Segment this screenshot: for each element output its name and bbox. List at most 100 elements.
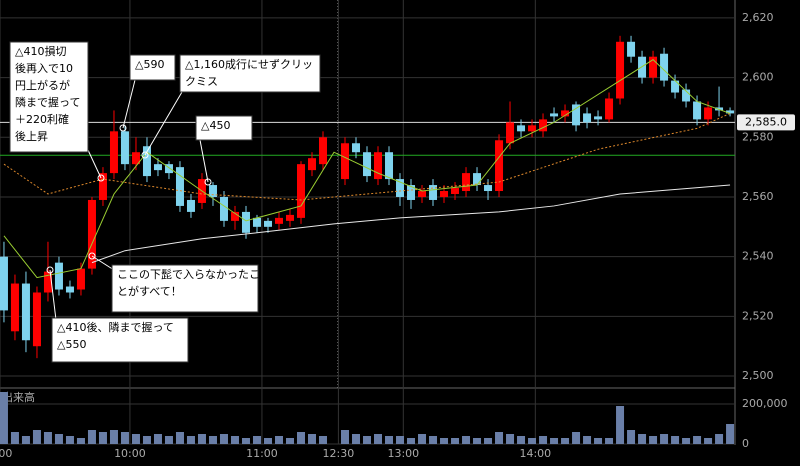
candle-body [208, 185, 217, 197]
volume-bar [131, 434, 140, 444]
moving-average [3, 59, 731, 279]
candle-body [704, 107, 713, 120]
candle-body [43, 271, 52, 293]
candle-body [451, 188, 460, 194]
price-label: 2,585.0 [745, 115, 787, 128]
annotation-box [195, 115, 253, 141]
annotation-box [179, 54, 321, 93]
candle-body [429, 185, 438, 200]
volume-bar [671, 436, 680, 444]
volume-bar [594, 438, 603, 444]
candle-body [605, 98, 614, 120]
volume-bar [43, 432, 52, 444]
volume-bar [484, 438, 493, 444]
y-tick-label: 2,540 [742, 250, 774, 263]
candle-body [142, 146, 151, 177]
annotation-box [111, 264, 259, 313]
candle-body [517, 125, 526, 132]
pointer [199, 139, 209, 183]
candle-body [120, 131, 129, 165]
x-tick-label: 14:00 [519, 447, 551, 460]
candle-body [363, 152, 372, 177]
annotation: △590 [129, 54, 176, 81]
candle-body [418, 191, 427, 197]
candle-body [0, 256, 8, 311]
candle-body [186, 199, 195, 212]
volume-bar [0, 392, 8, 444]
pointer-dot [141, 151, 149, 159]
volume-bar [539, 436, 548, 444]
volume-bar [451, 438, 460, 444]
candle-body [484, 185, 493, 192]
annotation-text: 円上がるが [15, 78, 70, 92]
annotation-text: 後上昇 [15, 129, 48, 143]
volume-bar [197, 434, 206, 444]
candle-body [285, 214, 294, 221]
candle-body [539, 119, 548, 132]
moving-average [3, 112, 731, 201]
volume-bar [649, 436, 658, 444]
volume-bar [517, 436, 526, 444]
volume-bar [285, 438, 294, 444]
annotation-text: △410損切 [15, 44, 66, 58]
candle-body [32, 292, 41, 347]
candle-body [131, 152, 140, 165]
candle-body [21, 283, 30, 341]
volume-bar [605, 438, 614, 444]
candle-body [10, 283, 19, 332]
volume-bar [120, 432, 129, 444]
candle-body [219, 196, 228, 221]
volume-bar [21, 436, 30, 444]
candle-body [109, 131, 118, 174]
candle-body [583, 113, 592, 123]
volume-bar [296, 432, 305, 444]
volume-bar [87, 430, 96, 444]
annotation-text: △550 [57, 338, 86, 351]
candle-body [54, 262, 63, 290]
candle-body [660, 53, 669, 81]
candle-body [594, 116, 603, 120]
volume-bar [418, 434, 427, 444]
annotation: △410後、隣まで握って △550 [51, 317, 189, 363]
pointer [87, 149, 102, 179]
volume-bar [208, 436, 217, 444]
pointer-dot [119, 124, 127, 132]
volume-bar [54, 434, 63, 444]
volume-bar [550, 438, 559, 444]
volume-bar [186, 436, 195, 444]
pointer [144, 91, 183, 156]
candle-body [65, 286, 74, 293]
volume-bar [440, 438, 449, 444]
volume-bar [219, 434, 228, 444]
pointer-dot [46, 266, 54, 274]
candle-body [87, 199, 96, 269]
volume-bar [65, 436, 74, 444]
price-label-box [737, 114, 795, 131]
volume-bar [627, 430, 636, 444]
candle-body [627, 41, 636, 57]
annotation-text: ＋220利確 [15, 112, 69, 126]
candle-body [550, 113, 559, 117]
volume-bar [704, 438, 713, 444]
candle-body [506, 122, 515, 144]
x-tick-label: 10:00 [114, 447, 146, 460]
candle-body [473, 173, 482, 186]
candle-body [561, 110, 570, 117]
candle-body [693, 101, 702, 120]
volume-bar [76, 438, 85, 444]
volume-bar [153, 434, 162, 444]
candle-body [462, 173, 471, 192]
volume-bar [715, 434, 724, 444]
candle-body [440, 191, 449, 197]
volume-bar [318, 436, 327, 444]
candle-body [407, 185, 416, 200]
annotation-text: △410後、隣まで握って [57, 320, 174, 334]
volume-bar [274, 436, 283, 444]
candle-body [274, 217, 283, 224]
volume-bar [561, 438, 570, 444]
pointer-dot [88, 252, 96, 260]
